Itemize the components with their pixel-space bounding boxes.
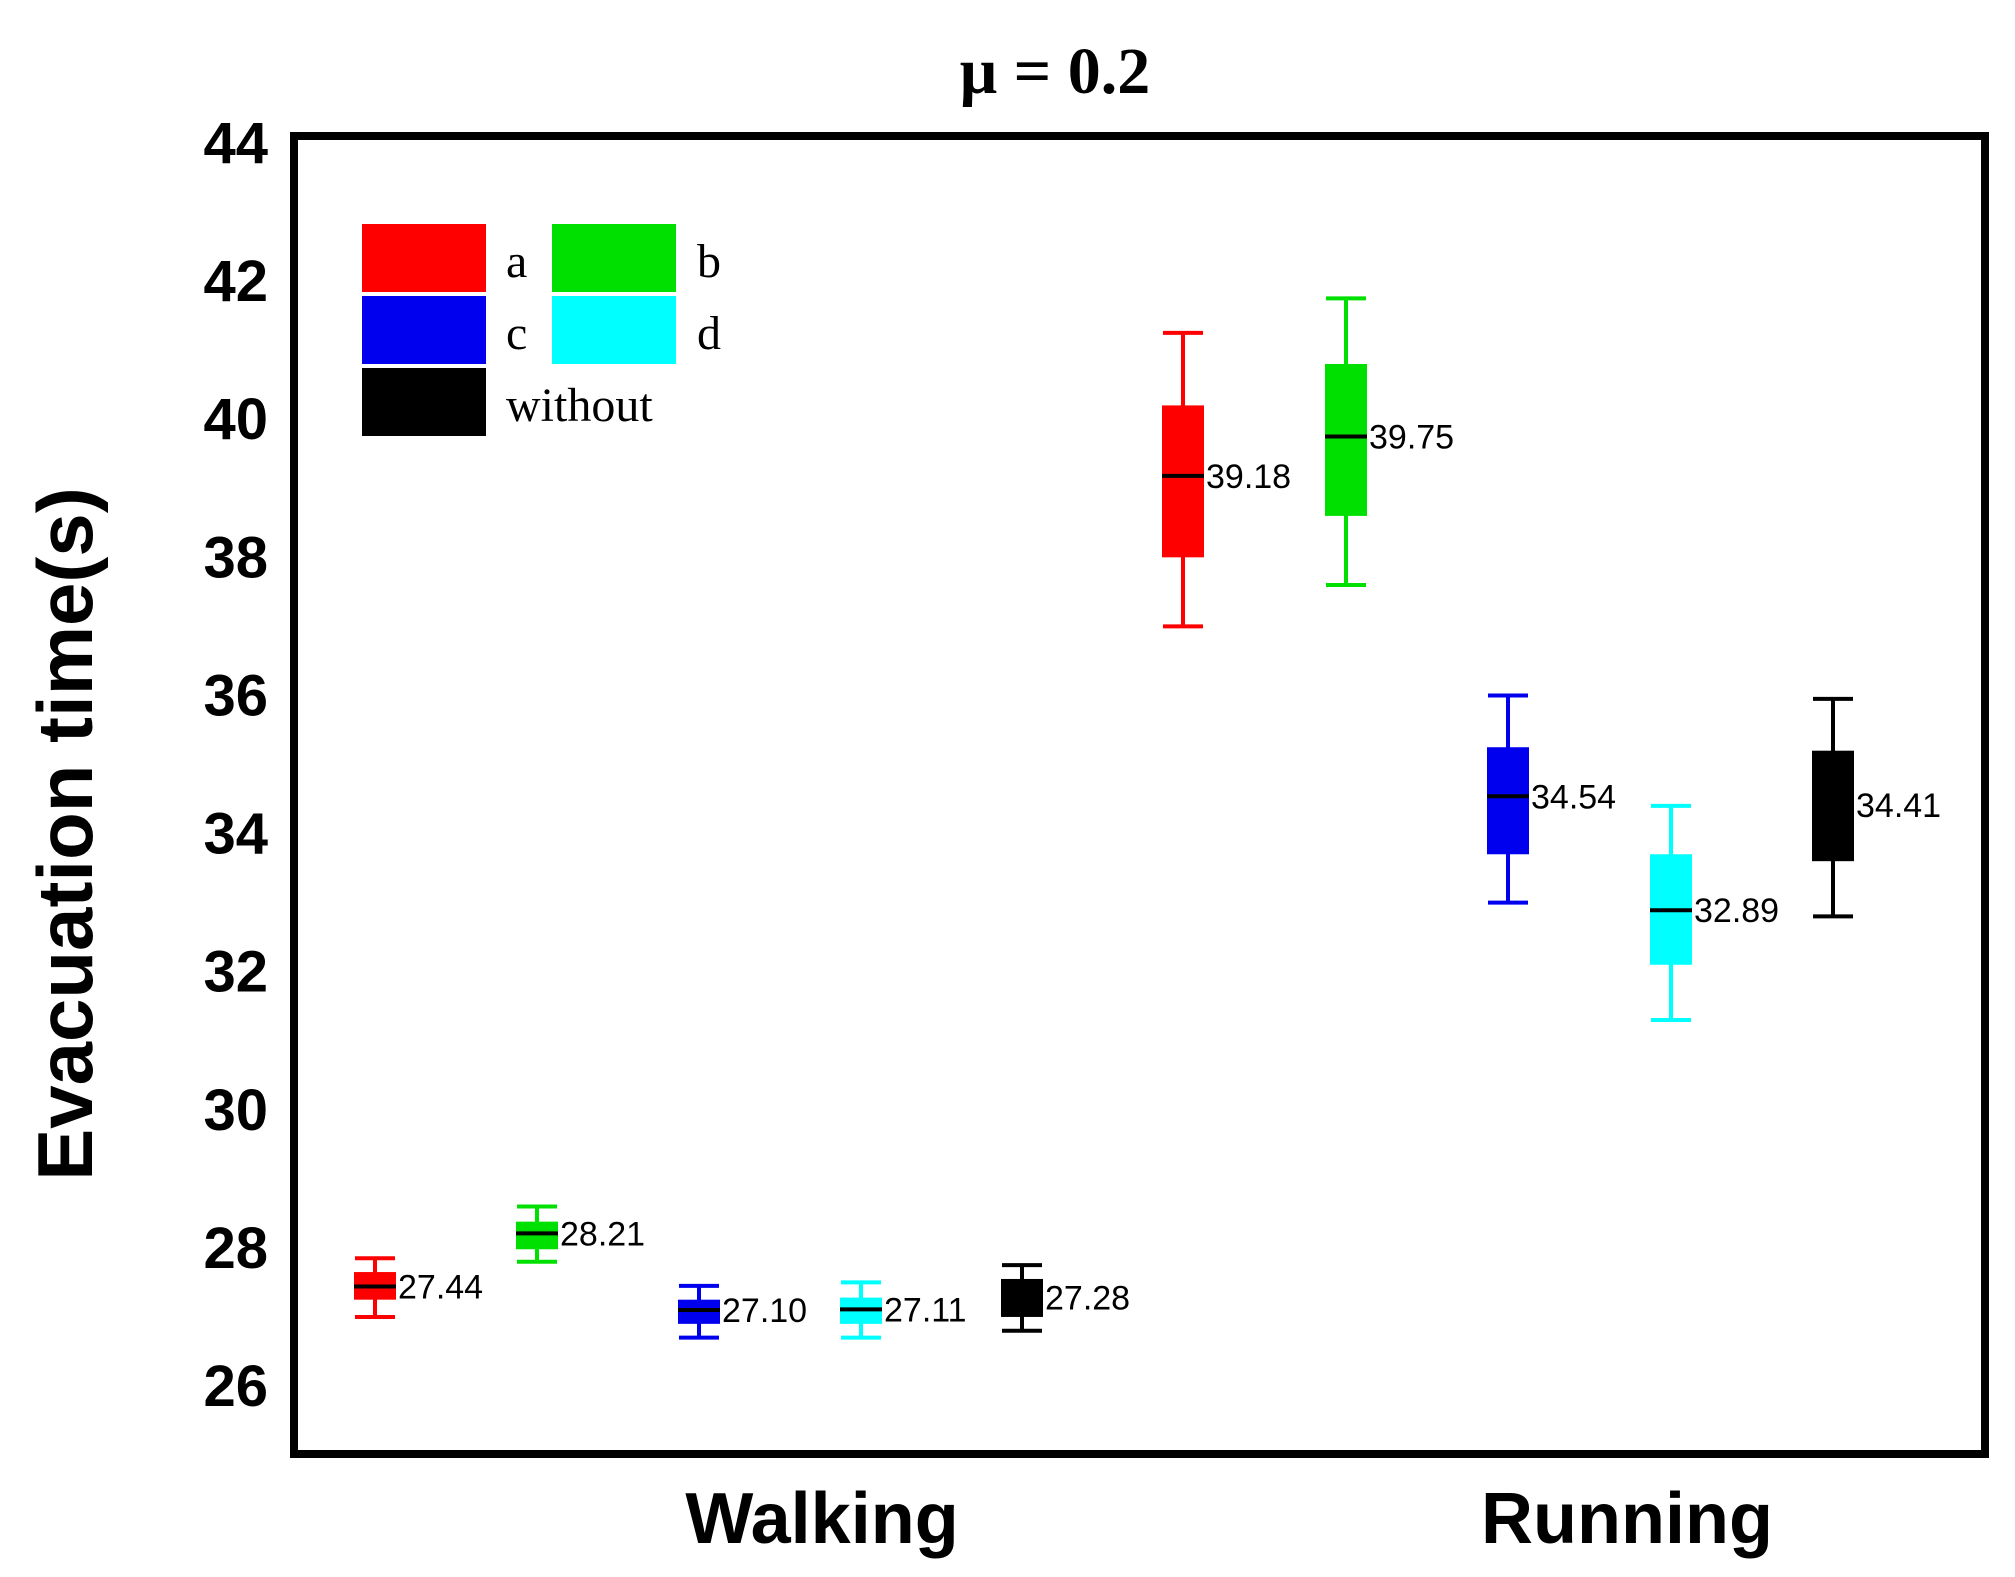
y-tick-label: 30 <box>203 1078 268 1143</box>
legend-label: a <box>506 235 527 288</box>
box-without-walking: 27.28 <box>1001 1263 1130 1333</box>
box-c-running: 34.54 <box>1487 693 1616 905</box>
legend-item-c: c <box>362 296 527 364</box>
median-label: 27.10 <box>722 1292 807 1330</box>
box-d-walking: 27.11 <box>840 1280 967 1340</box>
legend-item-without: without <box>362 368 653 436</box>
box-body <box>1162 405 1204 558</box>
median-label: 39.18 <box>1206 458 1291 496</box>
x-tick-label: Walking <box>685 1479 958 1559</box>
legend-item-b: b <box>552 224 721 292</box>
legend-label: b <box>697 235 721 288</box>
legend-swatch <box>552 224 676 292</box>
legend-item-a: a <box>362 224 527 292</box>
legend-label: c <box>506 307 527 360</box>
box-c-walking: 27.10 <box>678 1283 807 1340</box>
chart-title: μ = 0.2 <box>960 35 1151 108</box>
plot-frame <box>290 132 1989 1458</box>
median-label: 27.44 <box>398 1269 483 1307</box>
legend-label: d <box>697 307 721 360</box>
legend: a b c d without <box>362 224 721 436</box>
y-tick-label: 32 <box>203 940 268 1005</box>
box-b-running: 39.75 <box>1325 296 1454 587</box>
median-label: 34.41 <box>1856 787 1941 825</box>
y-tick-label: 26 <box>203 1354 268 1419</box>
box-without-running: 34.41 <box>1812 696 1941 919</box>
x-tick-label: Running <box>1481 1479 1773 1559</box>
box-body <box>1325 363 1367 516</box>
box-a-walking: 27.44 <box>354 1256 483 1319</box>
x-tick-labels: Walking Running <box>685 1479 1773 1559</box>
y-tick-label: 36 <box>203 663 268 728</box>
legend-swatch <box>362 296 486 364</box>
box-body <box>516 1221 558 1250</box>
box-d-running: 32.89 <box>1650 803 1779 1023</box>
box-series: 27.44 39.18 28.21 39.75 27.10 34.54 27.11 32.89… <box>354 296 1941 1340</box>
median-label: 27.28 <box>1045 1280 1130 1318</box>
y-tick-label: 34 <box>203 802 268 867</box>
y-tick-label: 40 <box>203 387 268 452</box>
y-tick-labels: 26 28 30 32 34 36 38 40 42 44 <box>203 111 268 1419</box>
legend-swatch <box>362 368 486 436</box>
legend-swatch <box>552 296 676 364</box>
box-a-running: 39.18 <box>1162 330 1291 629</box>
y-axis-label: Evacuation time(s) <box>21 487 109 1181</box>
median-label: 39.75 <box>1369 418 1454 456</box>
legend-label: without <box>506 379 653 432</box>
legend-swatch <box>362 224 486 292</box>
median-label: 28.21 <box>560 1215 645 1253</box>
y-tick-label: 44 <box>203 111 268 176</box>
box-b-walking: 28.21 <box>516 1204 645 1264</box>
legend-item-d: d <box>552 296 721 364</box>
y-tick-label: 38 <box>203 525 268 590</box>
median-label: 32.89 <box>1694 892 1779 930</box>
median-label: 34.54 <box>1531 778 1616 816</box>
box-body <box>1487 747 1529 855</box>
y-tick-label: 28 <box>203 1216 268 1281</box>
median-label: 27.11 <box>884 1291 967 1329</box>
y-tick-label: 42 <box>203 249 268 314</box>
